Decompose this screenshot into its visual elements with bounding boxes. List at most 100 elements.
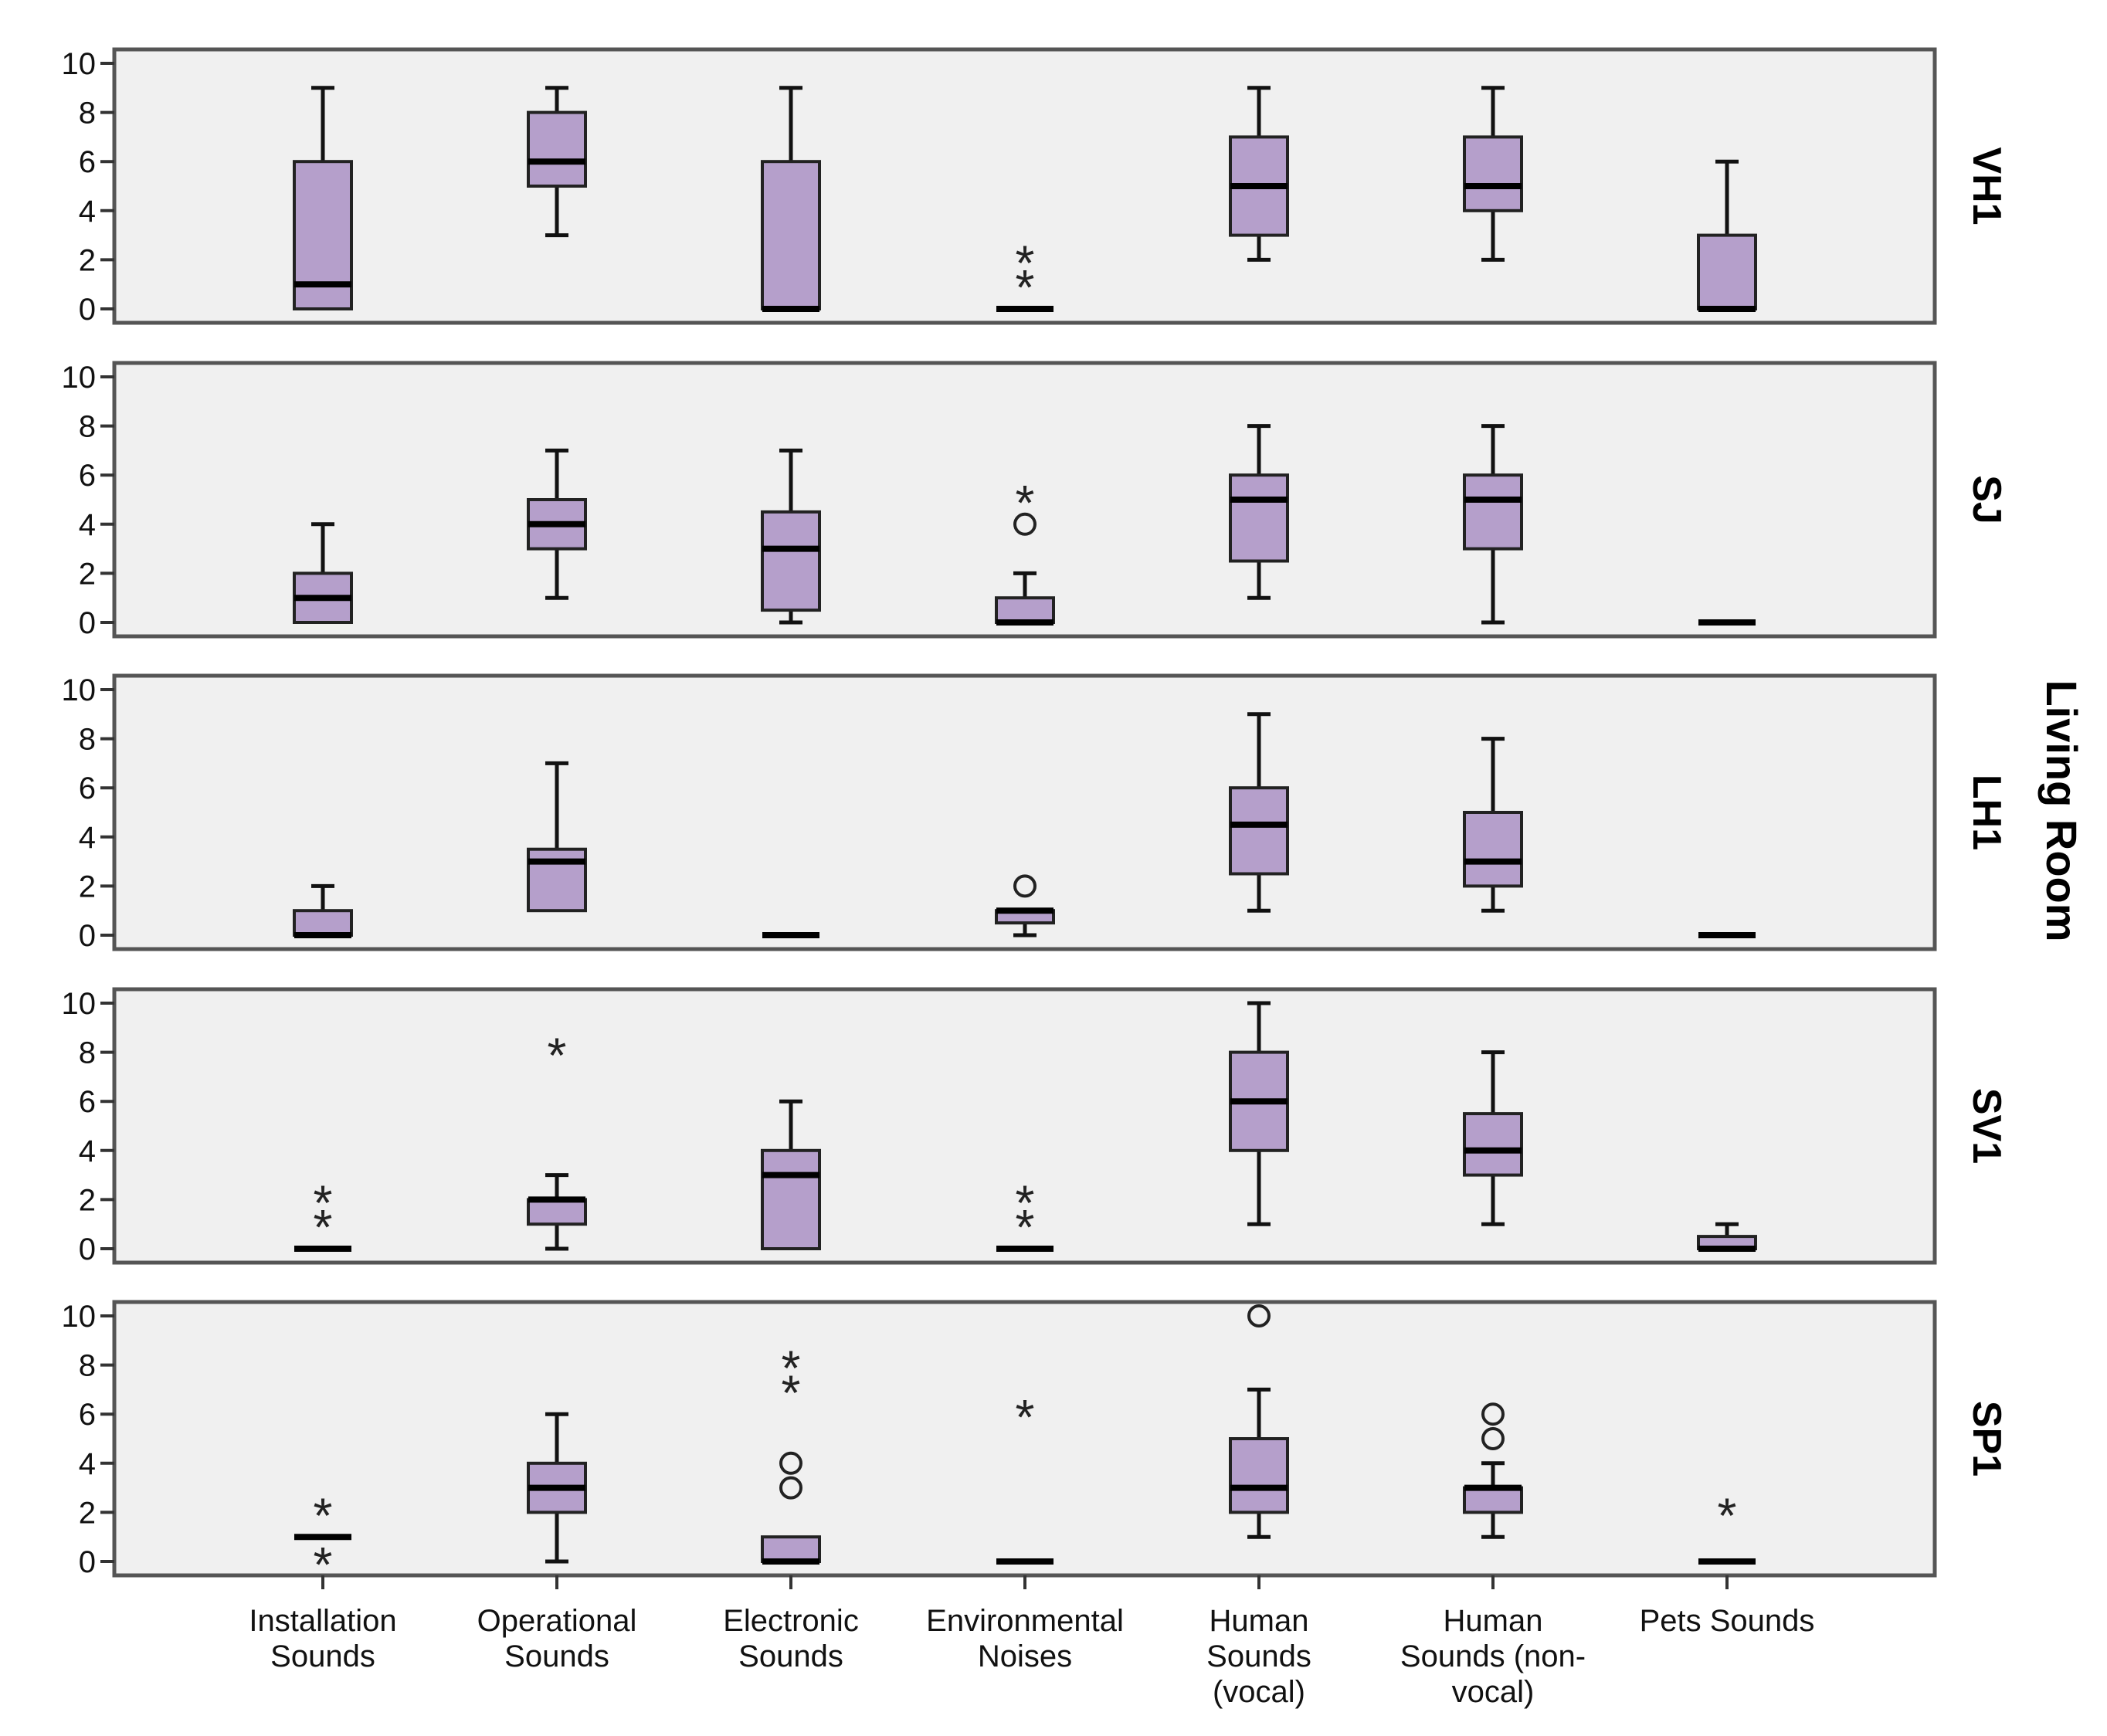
y-tick-label: 10 [62,1300,97,1334]
outlier-star: * [314,1199,333,1255]
x-category-label-line: (vocal) [1213,1675,1305,1709]
panel-frame [112,673,1937,951]
y-tick-label: 8 [79,97,96,131]
box-sv1-5 [1463,1050,1523,1226]
outlier-circle [779,1451,802,1475]
y-tick-label: 8 [79,723,96,757]
x-category-label-line: Sounds (non- [1400,1639,1586,1673]
box-vh1-5 [1463,86,1523,262]
y-tick-label: 10 [62,987,97,1021]
y-tick-label: 2 [79,1496,96,1530]
panel-vh1: 0 2 4 6 8 10 VH1 ** [62,47,2010,327]
iqr-box [1463,1112,1523,1177]
x-category-label: Installation Sounds [249,1604,396,1673]
outlier-star: * [782,1341,801,1396]
y-tick-label: 0 [79,1232,96,1266]
y-tick-label: 0 [79,919,96,953]
iqr-box [1229,1437,1289,1514]
iqr-box [1463,1486,1523,1514]
outlier-star: * [548,1028,567,1083]
outlier-star: * [1016,1389,1035,1445]
y-tick-label: 4 [79,821,96,855]
box-lh1-1 [527,761,587,913]
box-sj-1 [527,448,587,600]
x-category-label-line: Operational [477,1604,637,1638]
box-vh1-4 [1229,86,1289,262]
panel-frame [112,987,1937,1265]
x-category-label-line: Pets Sounds [1640,1604,1815,1638]
iqr-box [761,160,821,310]
box-sp1-2: ** [761,1341,821,1565]
outlier-circle [1013,874,1037,898]
box-lh1-4 [1229,712,1289,913]
y-tick-label: 2 [79,243,96,277]
outlier-circle [1247,1304,1271,1327]
outlier-star: * [1016,1175,1035,1230]
panel-label: SP1 [1964,1401,2009,1477]
iqr-box [293,909,353,937]
panel-frame [112,1300,1937,1578]
box-sp1-5 [1463,1402,1523,1539]
x-category-label-line: Installation [249,1604,396,1638]
outlier-star: * [314,1175,333,1230]
outlier-star: * [1016,475,1035,531]
box-lh1-0 [293,883,353,938]
y-tick-label: 4 [79,1134,96,1168]
iqr-box [1229,473,1289,563]
iqr-box [527,1198,587,1226]
y-tick-label: 6 [79,459,96,493]
outlier-circle [1013,512,1037,536]
y-tick-label: 8 [79,1349,96,1383]
box-vh1-6 [1697,159,1757,312]
y-tick-label: 2 [79,557,96,591]
y-tick-label: 6 [79,1085,96,1119]
y-tick-label: 10 [62,673,97,707]
x-category-label-line: Sounds [270,1639,375,1673]
x-category-label-line: Environmental [926,1604,1124,1638]
box-sj-3: * [995,475,1055,626]
iqr-box [1463,473,1523,551]
panel-label: VH1 [1964,147,2009,225]
y-tick-label: 8 [79,410,96,444]
box-sp1-4 [1229,1304,1289,1539]
y-tick-label: 6 [79,1398,96,1432]
iqr-box [761,1535,821,1563]
outlier-star: * [314,1487,333,1543]
x-category-label: Electronic Sounds [723,1604,859,1673]
box-sp1-1 [527,1412,587,1564]
x-category-label-line: Sounds [504,1639,609,1673]
box-sv1-2 [761,1099,821,1251]
x-category-label: Human Sounds (vocal) [1206,1604,1311,1709]
y-tick-label: 6 [79,771,96,805]
outlier-star: * [782,1365,801,1420]
outlier-star: * [1718,1487,1737,1543]
y-tick-label: 8 [79,1036,96,1070]
x-category-label-line: Sounds [1206,1639,1311,1673]
outlier-circle [1481,1427,1505,1450]
box-sv1-4 [1229,1001,1289,1226]
box-sv1-0: ** [294,1175,351,1255]
panel-frame [112,47,1937,325]
y-tick-label: 10 [62,361,97,395]
box-sp1-3: * [996,1389,1054,1565]
iqr-box [761,1148,821,1251]
panel-sj: 0 2 4 6 8 10 SJ * [62,361,2010,640]
box-sv1-1: * [527,1028,587,1251]
iqr-box [1463,135,1523,212]
y-tick-label: 0 [79,293,96,327]
y-tick-label: 10 [62,47,97,81]
x-category-label-line: Human [1210,1604,1309,1638]
facet-title: Living Room [2037,680,2086,941]
x-category-label-line: vocal) [1452,1675,1535,1709]
box-sj-2 [761,448,821,625]
outlier-circle [1481,1402,1505,1426]
box-sj-4 [1229,424,1289,600]
outlier-circle [779,1476,802,1500]
chart-panels: 0246810VH1**0246810SJ*0246810LH10246810S… [62,47,2010,1592]
panel-label: LH1 [1964,775,2009,850]
x-category-label-line: Sounds [738,1639,843,1673]
x-category-label-line: Human [1444,1604,1543,1638]
